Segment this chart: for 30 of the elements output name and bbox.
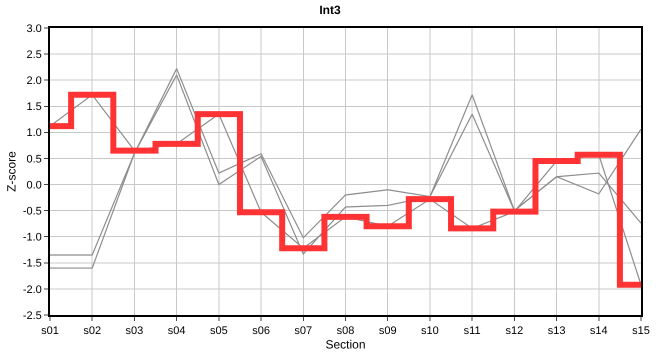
- chart-title: Int3: [319, 2, 341, 17]
- y-tick-label: -0.5: [22, 205, 42, 218]
- y-tick-label: -1.0: [22, 232, 42, 244]
- x-tick-label: s15: [632, 325, 650, 338]
- x-tick-label: s03: [126, 325, 144, 338]
- x-tick-label: s02: [83, 325, 102, 338]
- x-tick-label: s09: [378, 325, 397, 338]
- y-tick-label: 1.5: [26, 101, 42, 114]
- y-tick-label: 0.0: [26, 179, 42, 192]
- y-tick-label: -1.5: [22, 258, 42, 270]
- x-tick-label: s06: [252, 325, 270, 338]
- x-tick-label: s07: [294, 325, 312, 338]
- x-tick-label: s08: [336, 325, 354, 338]
- y-tick-label: -2.5: [22, 310, 42, 322]
- y-tick-label: 0.5: [26, 153, 42, 166]
- x-tick-label: s04: [168, 325, 186, 338]
- y-tick-label: 1.0: [26, 127, 42, 140]
- x-tick-label: s10: [421, 325, 439, 338]
- x-axis-title: Section: [325, 338, 366, 352]
- y-tick-label: 2.5: [26, 48, 42, 61]
- x-tick-label: s12: [505, 325, 524, 338]
- x-tick-label: s14: [590, 325, 608, 338]
- y-axis-title: Z-score: [4, 150, 19, 192]
- x-tick-label: s13: [548, 325, 566, 338]
- y-tick-label: 2.0: [26, 75, 42, 88]
- x-tick-label: s11: [464, 325, 481, 338]
- y-tick-label: 3.0: [26, 22, 42, 35]
- x-tick-label: s05: [210, 325, 228, 338]
- y-tick-label: -2.0: [22, 284, 42, 296]
- x-tick-label: s01: [41, 325, 59, 338]
